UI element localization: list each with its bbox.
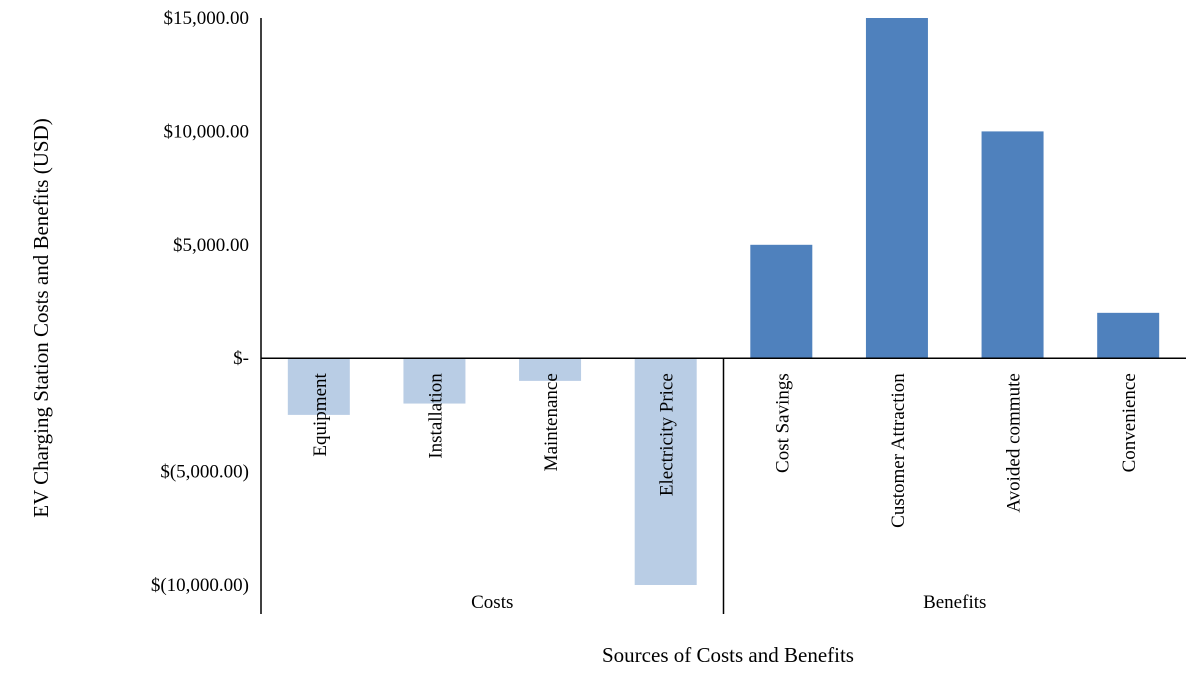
category-label: Installation <box>425 373 446 459</box>
category-label: Equipment <box>310 372 331 456</box>
y-axis-title: EV Charging Station Costs and Benefits (… <box>29 118 53 517</box>
group-label-costs: Costs <box>471 592 513 613</box>
bar-maintenance <box>519 358 582 381</box>
bar-customer-attraction <box>865 18 928 359</box>
category-label: Avoided commute <box>1004 373 1025 512</box>
bar-cost-savings <box>750 244 813 359</box>
bars-layer <box>287 18 1160 585</box>
category-label: Customer Attraction <box>888 373 909 528</box>
x-axis-title: Sources of Costs and Benefits <box>602 643 854 667</box>
bar-avoided-commute <box>981 131 1044 359</box>
category-label: Convenience <box>1119 373 1140 472</box>
bar-electricity-price <box>634 358 697 585</box>
y-tick-label: $- <box>233 348 249 369</box>
y-tick-label: $(5,000.00) <box>160 462 249 483</box>
category-label: Cost Savings <box>772 373 793 473</box>
y-tick-label: $(10,000.00) <box>151 575 249 596</box>
y-tick-label: $15,000.00 <box>164 8 250 29</box>
axes-layer <box>260 18 1186 614</box>
bar-convenience <box>1097 312 1160 359</box>
y-tick-label: $10,000.00 <box>164 121 250 142</box>
y-tick-label: $5,000.00 <box>173 235 249 256</box>
bar-installation <box>403 358 466 404</box>
labels-layer: $15,000.00 $10,000.00 $5,000.00 $- $(5,000.0… <box>151 8 1140 613</box>
category-label: Maintenance <box>541 373 562 471</box>
group-label-benefits: Benefits <box>923 592 986 613</box>
bar-equipment <box>287 358 350 415</box>
category-label: Electricity Price <box>657 373 678 496</box>
